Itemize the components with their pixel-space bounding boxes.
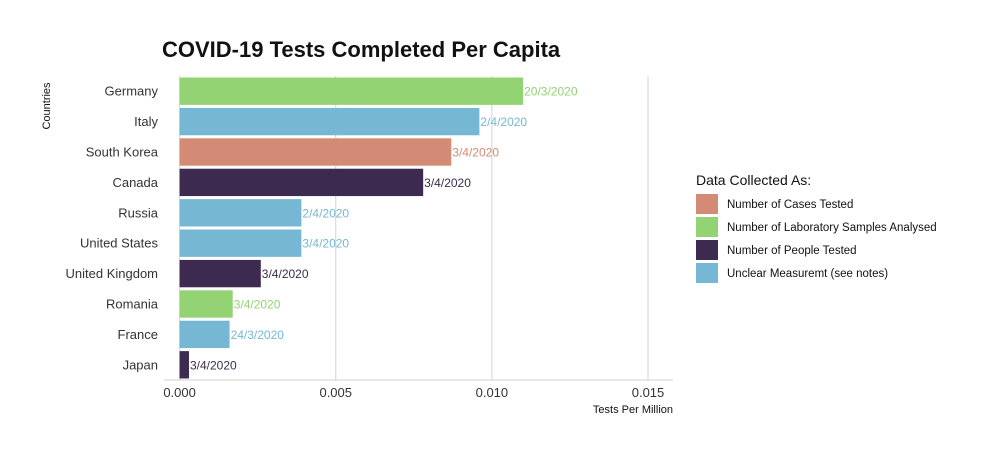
x-tick-label: 0.000 [163, 385, 196, 400]
bar [179, 138, 452, 166]
bars: 20/3/2020 2/4/2020 3/4/2020 3/4/2020 2/4/202… [179, 77, 578, 379]
legend-swatch [696, 240, 718, 260]
legend-swatch [696, 217, 718, 237]
legend-label: Number of Cases Tested [727, 199, 853, 211]
bar [179, 351, 189, 379]
category-label: France [118, 327, 158, 342]
bar [179, 229, 302, 257]
data-label: 3/4/2020 [424, 176, 471, 190]
category-label: Russia [118, 205, 159, 220]
y-axis-title: Countries [41, 82, 53, 130]
data-label: 3/4/2020 [452, 146, 499, 160]
category-label: Italy [134, 114, 158, 129]
data-label: 24/3/2020 [231, 328, 285, 342]
category-label: South Korea [86, 145, 159, 160]
category-label: United Kingdom [66, 266, 159, 281]
chart-title: COVID-19 Tests Completed Per Capita [162, 37, 561, 62]
legend-swatch [696, 194, 718, 214]
legend-items: Number of Cases Tested Number of Laborato… [696, 194, 937, 283]
x-tick-label: 0.005 [319, 385, 352, 400]
x-tick-label: 0.010 [476, 385, 509, 400]
legend-swatch [696, 263, 718, 283]
category-label: United States [80, 236, 159, 251]
legend-label: Number of People Tested [727, 245, 857, 257]
data-label: 2/4/2020 [480, 115, 527, 129]
category-label: Germany [105, 84, 159, 99]
legend-label: Unclear Measuremt (see notes) [727, 268, 888, 280]
x-axis-title: Tests Per Million [593, 404, 673, 416]
bar [179, 199, 302, 227]
category-labels: Germany Italy South Korea Canada Russia Unite… [66, 84, 159, 373]
bar [179, 77, 524, 105]
category-label: Japan [123, 357, 158, 372]
data-label: 3/4/2020 [302, 237, 349, 251]
x-tick-label: 0.015 [632, 385, 665, 400]
legend: Data Collected As: Number of Cases Teste… [696, 172, 937, 283]
legend-title: Data Collected As: [696, 172, 811, 188]
x-tick-labels: 0.000 0.005 0.010 0.015 [163, 385, 664, 400]
category-label: Romania [106, 297, 159, 312]
bar [179, 259, 261, 288]
data-label: 2/4/2020 [302, 206, 349, 220]
data-label: 20/3/2020 [524, 85, 578, 99]
bar [179, 290, 233, 318]
legend-label: Number of Laboratory Samples Analysed [727, 222, 937, 234]
data-label: 3/4/2020 [190, 358, 237, 372]
data-label: 3/4/2020 [234, 298, 281, 312]
category-label: Canada [112, 175, 158, 190]
bar [179, 168, 424, 197]
bar [179, 107, 480, 136]
data-label: 3/4/2020 [262, 267, 309, 281]
bar [179, 320, 230, 349]
